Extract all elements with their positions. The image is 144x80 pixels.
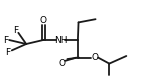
Text: F: F [5, 48, 10, 56]
Text: F: F [13, 26, 18, 35]
Text: O: O [58, 59, 65, 68]
Text: F: F [3, 36, 8, 44]
Text: O: O [91, 53, 98, 62]
Text: O: O [40, 16, 47, 24]
Text: NH: NH [54, 36, 68, 44]
